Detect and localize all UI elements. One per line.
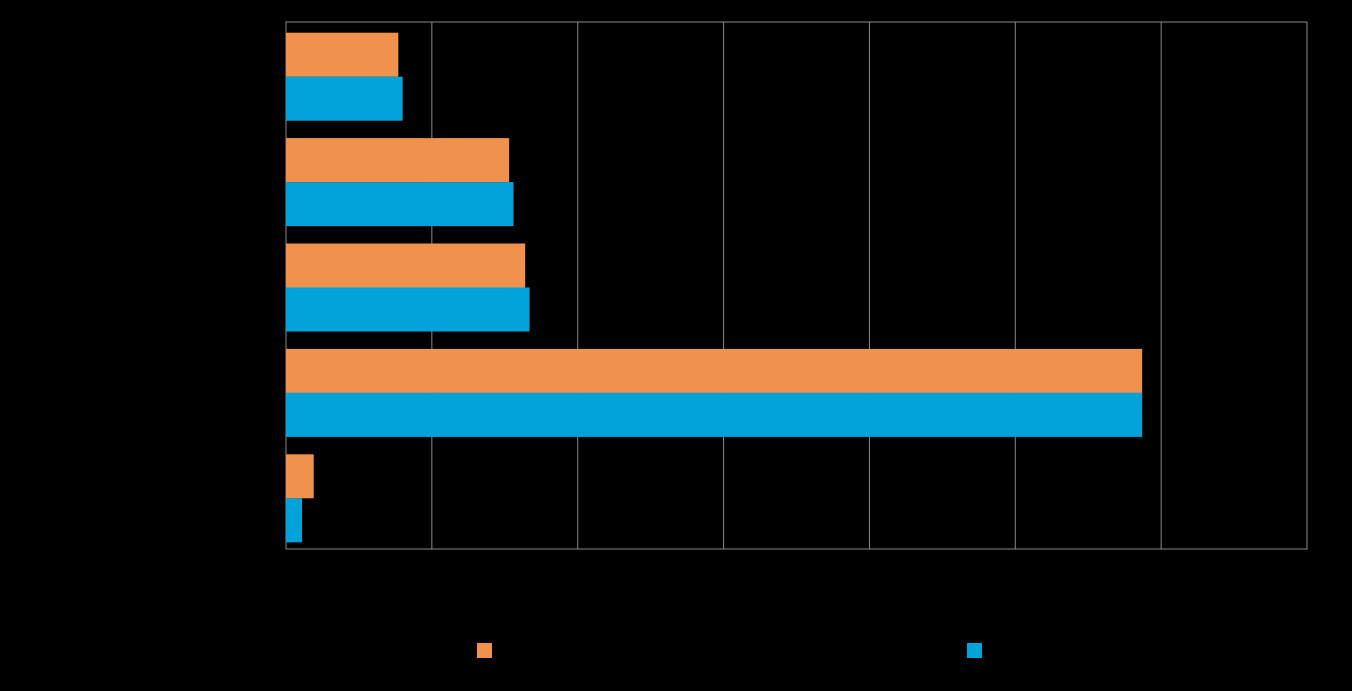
- bar: [286, 287, 530, 332]
- bar: [286, 76, 403, 121]
- bar: [286, 182, 514, 227]
- bar: [286, 498, 303, 543]
- bar: [286, 32, 399, 77]
- x-tick-label: 3: [720, 559, 727, 573]
- x-tick-label: 5: [1012, 559, 1019, 573]
- x-tick-label: 7: [1304, 559, 1311, 573]
- x-tick-label: 1: [429, 559, 436, 573]
- x-tick-label: 2: [574, 559, 581, 573]
- bar: [286, 138, 510, 183]
- x-tick-label: 6: [1158, 559, 1165, 573]
- bar: [286, 348, 1143, 393]
- x-tick-label: 4: [866, 559, 873, 573]
- bar: [286, 392, 1143, 437]
- legend-marker: [967, 643, 982, 658]
- x-tick-label: 0: [283, 559, 290, 573]
- bar: [286, 454, 314, 499]
- bar: [286, 243, 526, 288]
- legend-marker: [477, 643, 492, 658]
